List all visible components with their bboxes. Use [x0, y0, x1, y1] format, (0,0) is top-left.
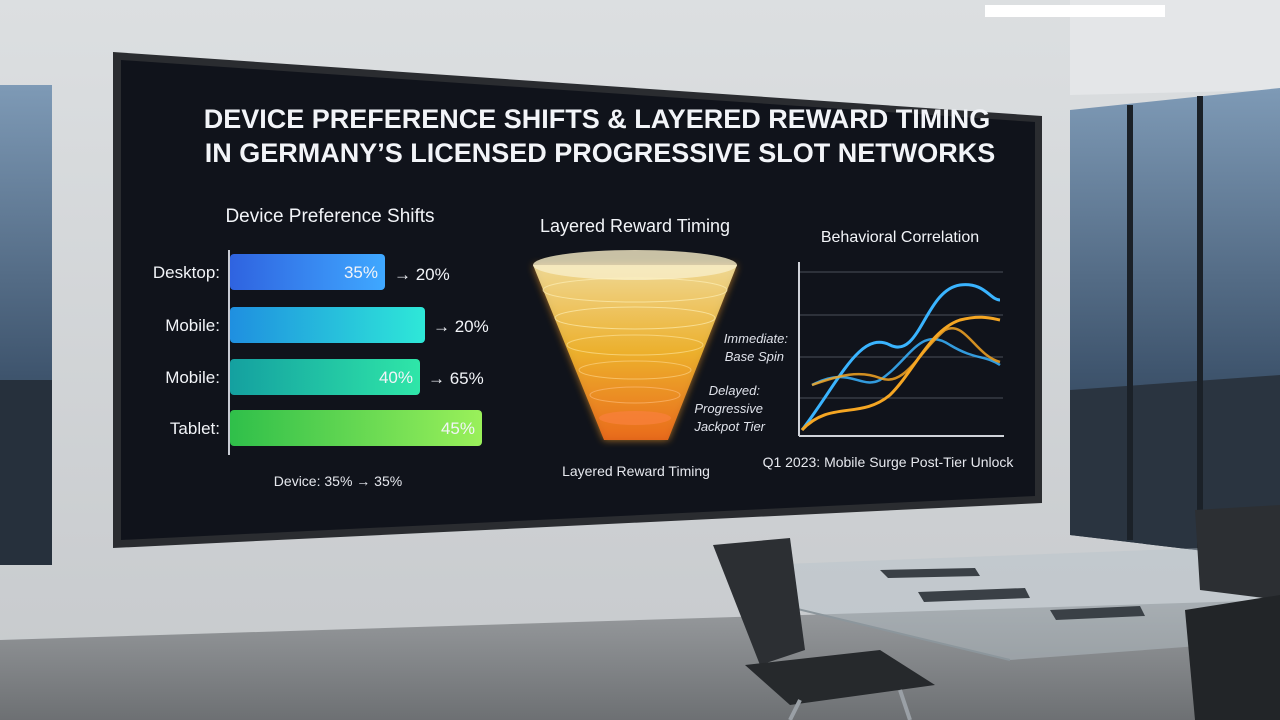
row-label: Tablet: [170, 419, 220, 438]
grid [800, 271, 1003, 399]
bar [230, 307, 425, 343]
chair-seat [745, 650, 935, 705]
funnel-annotation: Delayed: [709, 383, 761, 398]
tablet-device [880, 568, 980, 578]
row-label: Mobile: [165, 368, 220, 387]
row-label: Mobile: [165, 316, 220, 335]
chart-caption: Q1 2023: Mobile Surge Post-Tier Unlock [763, 454, 1015, 470]
chair [1185, 595, 1280, 720]
floor [0, 600, 1280, 720]
funnel-layer [566, 334, 704, 356]
funnel [533, 265, 737, 440]
change-label: → 65% [428, 369, 484, 388]
line [800, 283, 1001, 431]
panel-footer: Layered Reward Timing [562, 463, 710, 479]
chair-leg [788, 699, 802, 720]
row-label: Desktop: [153, 263, 220, 282]
title-line: DEVICE PREFERENCE SHIFTS & LAYERED REWAR… [204, 104, 991, 134]
chair-back [713, 538, 805, 665]
bar [230, 254, 385, 290]
change-label: → 20% [433, 317, 489, 336]
funnel-annotation: Progressive [694, 401, 763, 416]
panel-heading: Layered Reward Timing [540, 216, 730, 236]
line [811, 327, 1001, 387]
table-edge [759, 599, 1011, 661]
ceiling-light [985, 5, 1165, 17]
funnel-annotation: Jackpot Tier [693, 419, 765, 434]
tablet-device [1050, 606, 1145, 620]
funnel-layer [599, 411, 671, 425]
funnel-layer [554, 306, 716, 330]
panel-footer: Device: 35% → 35% [274, 473, 402, 489]
funnel-annotation: Base Spin [725, 349, 784, 364]
funnel-layer [589, 386, 681, 404]
panel-heading: Behavioral Correlation [821, 229, 979, 246]
funnel-layer [533, 250, 737, 280]
funnel-layer [578, 360, 692, 380]
change-label: → 20% [394, 265, 450, 284]
bar [230, 410, 482, 446]
left-city [0, 380, 52, 565]
title-line: IN GERMANY’S LICENSED PROGRESSIVE SLOT N… [205, 138, 996, 168]
funnel-annotation: Immediate: [724, 331, 789, 346]
bar-text: 40% [379, 368, 413, 387]
panel-heading: Device Preference Shifts [225, 206, 434, 227]
line [811, 337, 1001, 387]
tablet-device [918, 588, 1030, 602]
bar [230, 359, 420, 395]
bar-text: 45% [441, 419, 475, 438]
chair-leg [898, 689, 912, 720]
bar-text: 35% [344, 263, 378, 282]
funnel-layer [542, 277, 728, 303]
chair-back [1195, 505, 1280, 600]
